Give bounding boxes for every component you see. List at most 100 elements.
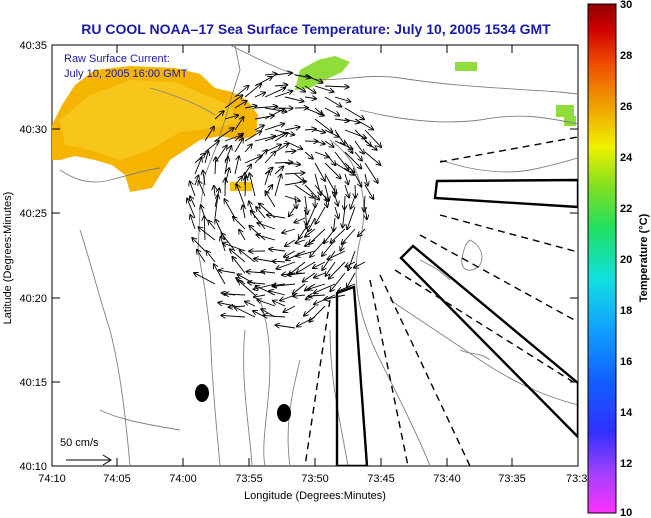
current-vector-arrow bbox=[269, 291, 286, 296]
current-vector-arrow bbox=[329, 261, 346, 279]
current-vector-arrow bbox=[354, 151, 362, 161]
current-vector-arrow bbox=[354, 173, 361, 187]
current-vector-arrow bbox=[324, 173, 336, 194]
current-vector-arrow bbox=[238, 280, 256, 296]
current-vector-arrow bbox=[197, 250, 206, 263]
current-vector-arrow bbox=[334, 96, 350, 102]
current-vector-arrow bbox=[324, 228, 336, 243]
sst-green-patch bbox=[295, 56, 350, 90]
current-vector-arrow bbox=[333, 217, 335, 231]
current-vector-arrow bbox=[324, 151, 335, 165]
current-vector-arrow bbox=[274, 162, 292, 163]
x-axis-tick-labels: 74:10 74:05 74:00 73:55 73:50 73:45 73:4… bbox=[38, 473, 587, 485]
current-vector-arrow bbox=[294, 75, 311, 78]
colorbar-tick-label: 30 bbox=[620, 0, 632, 11]
current-vector-arrow bbox=[254, 295, 266, 297]
current-vector-arrow bbox=[304, 151, 313, 159]
current-vector-arrow bbox=[282, 228, 296, 233]
y-tick-label: 40:10 bbox=[19, 461, 47, 473]
current-vector-arrow bbox=[198, 227, 216, 241]
current-vector-arrow bbox=[251, 211, 266, 230]
current-vector-arrow bbox=[358, 228, 366, 236]
colorbar-tick-label: 16 bbox=[620, 356, 632, 368]
current-vector-arrow bbox=[314, 107, 323, 115]
current-vector-arrow bbox=[309, 283, 326, 289]
x-tick-label: 74:10 bbox=[38, 473, 66, 485]
current-vector-arrow bbox=[214, 128, 234, 142]
current-vector-arrow bbox=[322, 250, 336, 270]
current-vector-arrow bbox=[203, 171, 205, 186]
current-vector-arrow bbox=[293, 295, 306, 296]
current-vector-arrow bbox=[254, 93, 265, 98]
scale-arrowhead bbox=[102, 454, 112, 466]
y-axis-label: Latitude (Degrees:Minutes) bbox=[2, 192, 14, 325]
current-vector-arrow bbox=[190, 181, 196, 197]
current-vector-arrow bbox=[334, 119, 349, 121]
current-vector-arrow bbox=[284, 151, 295, 152]
current-vector-arrow bbox=[261, 271, 276, 273]
current-vector-arrow bbox=[299, 228, 306, 239]
current-vector-arrow bbox=[338, 283, 356, 291]
current-vector-arrow bbox=[225, 294, 246, 295]
current-vector-arrow bbox=[304, 85, 316, 93]
sst-warm-core bbox=[60, 80, 240, 160]
current-vector-arrow bbox=[295, 195, 297, 208]
current-vector-arrow bbox=[264, 88, 285, 98]
current-vector-arrow bbox=[364, 195, 365, 212]
current-vector-arrow bbox=[347, 206, 356, 229]
current-vector-arrow bbox=[205, 151, 208, 164]
current-vector-arrow bbox=[274, 73, 292, 75]
current-vector-arrow bbox=[221, 315, 246, 317]
buoy-marker-2 bbox=[277, 404, 291, 422]
current-vector-arrow bbox=[364, 129, 381, 147]
current-vector-arrow bbox=[264, 171, 269, 186]
current-vector-arrow bbox=[206, 251, 216, 263]
current-vector-arrow bbox=[243, 205, 245, 219]
current-vector-arrow bbox=[254, 150, 267, 164]
y-tick-label: 40:20 bbox=[19, 293, 47, 305]
current-vector-arrow bbox=[340, 239, 346, 251]
current-vector-arrow bbox=[314, 283, 336, 293]
colorbar-ticks: 30 28 26 24 22 20 18 16 14 12 10 bbox=[620, 0, 633, 518]
current-vector-arrow bbox=[314, 118, 332, 132]
radar-beam-lines bbox=[304, 136, 578, 466]
current-vector-arrow bbox=[324, 184, 329, 201]
current-vector-arrow bbox=[239, 230, 246, 241]
current-vector-arrow bbox=[324, 294, 346, 300]
sst-green-patch-2 bbox=[455, 62, 477, 71]
current-vector-arrow bbox=[351, 195, 356, 209]
current-vector-arrow bbox=[344, 151, 361, 169]
current-vector-arrow bbox=[297, 316, 316, 327]
current-vector-arrow bbox=[244, 156, 262, 164]
current-vector-arrow bbox=[330, 228, 346, 243]
current-vector-arrow bbox=[306, 206, 316, 228]
current-vector-arrow bbox=[324, 107, 339, 116]
current-vector-arrow bbox=[296, 250, 316, 256]
current-vector-arrow bbox=[334, 206, 339, 218]
current-vector-arrow bbox=[354, 261, 366, 268]
current-vector-arrow bbox=[344, 162, 354, 173]
y-tick-label: 40:15 bbox=[19, 377, 47, 389]
current-vector-arrow bbox=[294, 184, 314, 198]
current-vector-arrow bbox=[315, 206, 326, 224]
current-vector-arrow bbox=[204, 127, 214, 142]
sst-green-patch-4 bbox=[564, 116, 576, 126]
current-vector-arrow bbox=[237, 185, 246, 208]
current-vector-arrow bbox=[345, 173, 348, 184]
current-vector-arrow bbox=[289, 206, 296, 216]
current-vector-arrow bbox=[192, 238, 206, 252]
current-vector-arrow bbox=[274, 133, 288, 142]
current-vector-arrow bbox=[224, 115, 238, 120]
current-vector-arrow bbox=[273, 261, 286, 262]
current-vector-arrow bbox=[284, 140, 302, 149]
current-vector-arrow bbox=[283, 305, 296, 312]
current-vector-arrow bbox=[364, 151, 380, 165]
current-vector-arrow bbox=[265, 191, 276, 208]
x-tick-label: 74:05 bbox=[103, 473, 131, 485]
current-vector-arrow bbox=[249, 226, 266, 241]
current-vector-arrow bbox=[310, 239, 326, 257]
current-vector-arrow bbox=[274, 85, 287, 86]
current-vector-arrow bbox=[324, 96, 341, 107]
current-vector-arrow bbox=[347, 272, 356, 288]
